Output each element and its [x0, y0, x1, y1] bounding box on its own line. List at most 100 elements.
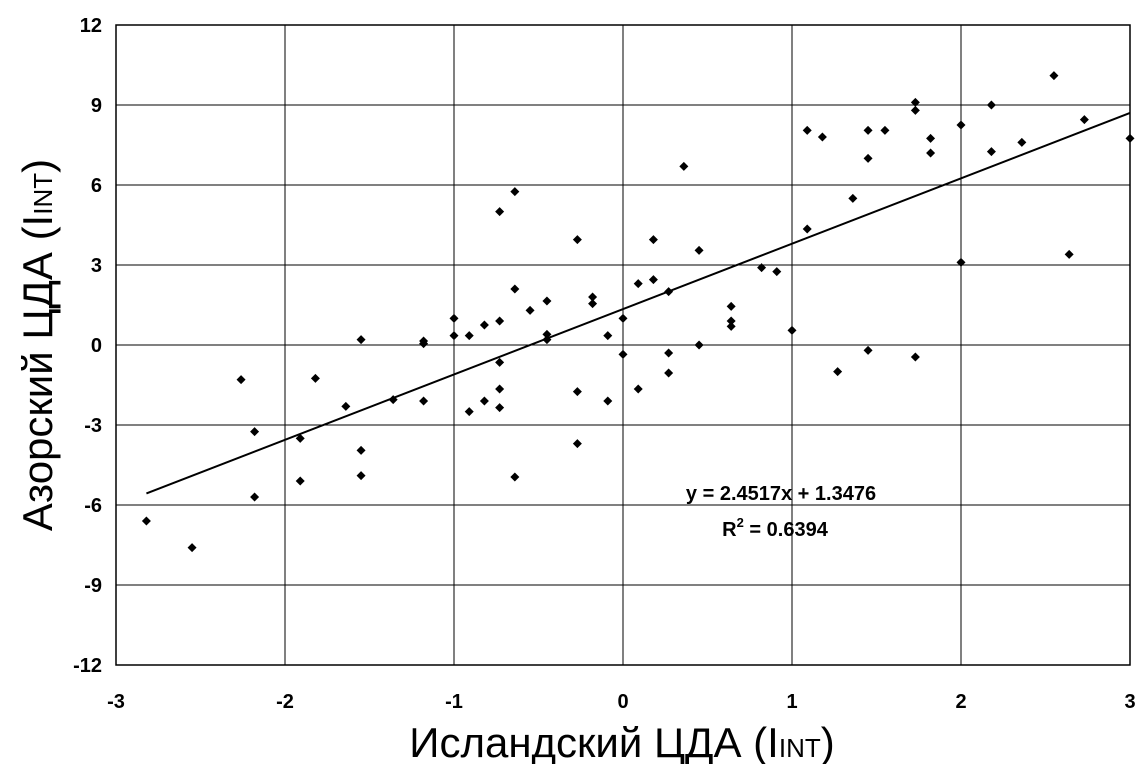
x-tick-labels: -3 -2 -1 0 1 2 3: [107, 691, 1135, 713]
data-point: [495, 316, 505, 326]
data-point: [694, 340, 704, 350]
data-point: [250, 427, 260, 437]
data-point: [295, 476, 305, 486]
x-axis-title-close: ): [821, 719, 835, 764]
data-point: [495, 357, 505, 367]
y-tick-label: 6: [91, 175, 102, 197]
data-point: [310, 373, 320, 383]
data-point: [863, 125, 873, 135]
data-point: [495, 207, 505, 217]
grid-lines: [115, 24, 1131, 666]
y-axis-title-main: Азорский ЦДА (I: [14, 215, 61, 531]
data-point: [726, 321, 736, 331]
data-point: [187, 543, 197, 553]
data-point: [449, 313, 459, 323]
data-point: [1125, 133, 1135, 143]
data-point: [863, 153, 873, 163]
data-point: [510, 472, 520, 482]
x-tick-label: -1: [445, 691, 463, 713]
data-point: [141, 516, 151, 526]
x-axis-title-sub: INT: [779, 733, 821, 763]
trendline-r2: R2 = 0.6394: [722, 515, 829, 541]
data-point: [817, 132, 827, 142]
data-point: [510, 187, 520, 197]
data-point: [633, 279, 643, 289]
data-point: [956, 120, 966, 130]
data-point: [572, 235, 582, 245]
data-point: [603, 331, 613, 341]
data-point: [787, 325, 797, 335]
r2-superscript: 2: [737, 515, 744, 530]
data-point: [926, 148, 936, 158]
data-point: [618, 349, 628, 359]
data-point: [419, 396, 429, 406]
data-point: [910, 352, 920, 362]
trendline-equation: y = 2.4517x + 1.3476: [686, 483, 876, 505]
x-tick-label: -3: [107, 691, 125, 713]
data-point: [726, 316, 736, 326]
data-point: [910, 105, 920, 115]
x-axis-title: Исландский ЦДА (IINT): [409, 719, 834, 764]
x-tick-label: 2: [955, 691, 966, 713]
data-point: [236, 375, 246, 385]
data-point: [910, 97, 920, 107]
y-tick-label: 9: [91, 95, 102, 117]
data-point: [356, 335, 366, 345]
data-point: [1079, 115, 1089, 125]
y-tick-label: -9: [84, 575, 102, 597]
y-axis-title-sub: INT: [28, 173, 58, 215]
data-point: [1064, 249, 1074, 259]
data-point: [1049, 71, 1059, 81]
data-point: [802, 224, 812, 234]
data-point: [926, 133, 936, 143]
data-point: [495, 384, 505, 394]
y-tick-label: 12: [80, 15, 102, 37]
r2-value: = 0.6394: [744, 519, 829, 541]
data-point: [572, 387, 582, 397]
data-point: [633, 384, 643, 394]
data-point: [833, 367, 843, 377]
data-point: [664, 348, 674, 358]
data-point: [603, 396, 613, 406]
data-point: [295, 433, 305, 443]
data-point: [542, 296, 552, 306]
data-points: [141, 71, 1135, 553]
data-point: [1017, 137, 1027, 147]
x-tick-label: 3: [1124, 691, 1135, 713]
y-tick-label: -3: [84, 415, 102, 437]
data-point: [664, 368, 674, 378]
data-point: [356, 445, 366, 455]
y-tick-label: 0: [91, 335, 102, 357]
data-point: [956, 257, 966, 267]
trendline: [146, 111, 1131, 495]
data-point: [588, 299, 598, 309]
data-point: [525, 305, 535, 315]
data-point: [618, 313, 628, 323]
data-point: [757, 263, 767, 273]
y-axis-title: Азорский ЦДА (IINT): [14, 159, 61, 531]
y-tick-labels: -12 -9 -6 -3 0 3 6 9 12: [73, 15, 102, 677]
data-point: [419, 339, 429, 349]
data-point: [986, 100, 996, 110]
y-axis-title-close: ): [14, 159, 61, 173]
data-point: [588, 292, 598, 302]
data-point: [648, 235, 658, 245]
data-point: [464, 331, 474, 341]
data-point: [694, 245, 704, 255]
x-tick-label: 1: [786, 691, 797, 713]
x-tick-label: 0: [617, 691, 628, 713]
y-tick-label: -12: [73, 655, 102, 677]
data-point: [449, 331, 459, 341]
data-point: [848, 193, 858, 203]
data-point: [479, 320, 489, 330]
data-point: [341, 401, 351, 411]
data-point: [679, 161, 689, 171]
x-tick-label: -2: [276, 691, 294, 713]
data-point: [772, 267, 782, 277]
data-point: [880, 125, 890, 135]
data-point: [250, 492, 260, 502]
y-tick-label: 3: [91, 255, 102, 277]
data-point: [726, 301, 736, 311]
